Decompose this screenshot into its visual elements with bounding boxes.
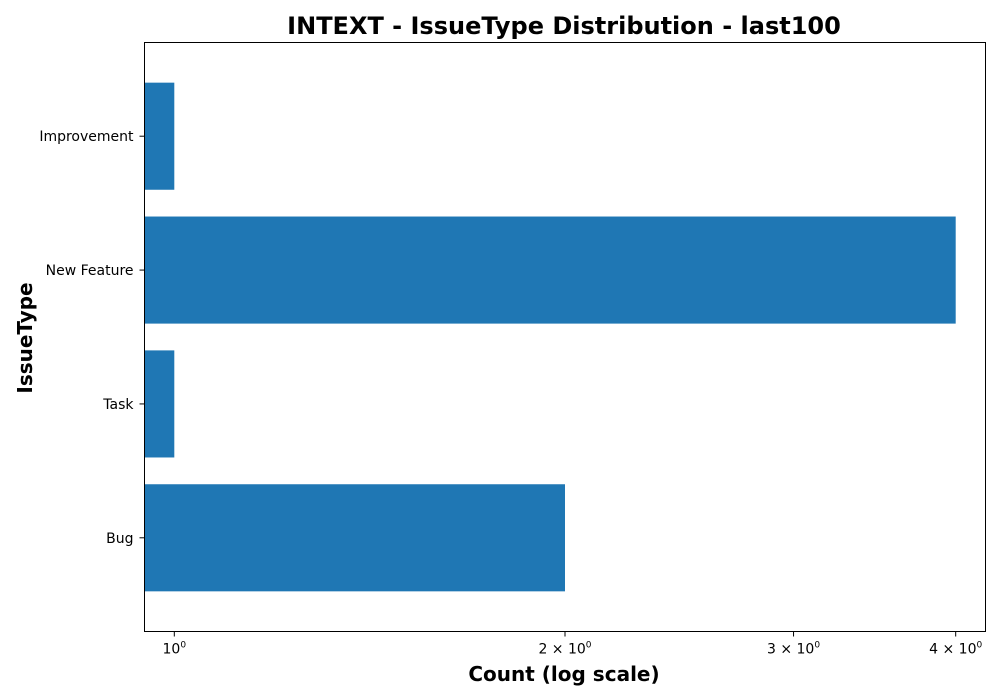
bars-group — [144, 82, 956, 592]
x-tick-label: 2 × 100 — [538, 641, 591, 658]
y-tick-label: New Feature — [46, 263, 134, 279]
chart-title: INTEXT - IssueType Distribution - last10… — [287, 12, 841, 40]
x-axis-label: Count (log scale) — [468, 662, 659, 686]
y-axis-ticks: Bug Task New Feature Improvement — [39, 129, 145, 547]
y-tick-label: Improvement — [39, 129, 134, 145]
x-tick-label: 100 — [163, 641, 187, 658]
x-tick-label: 3 × 100 — [767, 641, 820, 658]
y-tick-label: Task — [102, 397, 134, 413]
bar-bug — [144, 484, 565, 592]
bar-improvement — [144, 82, 175, 190]
bar-new-feature — [144, 216, 956, 324]
x-axis-ticks: 100 2 × 100 3 × 100 4 × 100 — [163, 631, 983, 658]
bar-task — [144, 350, 175, 458]
y-tick-label: Bug — [106, 531, 133, 547]
y-axis-label: IssueType — [13, 282, 37, 393]
x-tick-label: 4 × 100 — [929, 641, 982, 658]
